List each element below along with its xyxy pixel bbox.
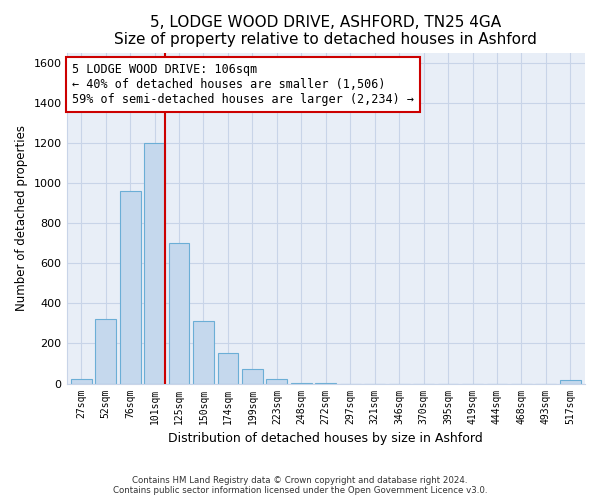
X-axis label: Distribution of detached houses by size in Ashford: Distribution of detached houses by size … [169,432,483,445]
Bar [95,320,116,384]
Bar [560,380,581,384]
Bar [120,191,140,384]
Title: 5, LODGE WOOD DRIVE, ASHFORD, TN25 4GA
Size of property relative to detached hou: 5, LODGE WOOD DRIVE, ASHFORD, TN25 4GA S… [115,15,537,48]
Bar [242,368,263,384]
Bar [291,382,312,384]
Y-axis label: Number of detached properties: Number of detached properties [15,125,28,311]
Text: 5 LODGE WOOD DRIVE: 106sqm
← 40% of detached houses are smaller (1,506)
59% of s: 5 LODGE WOOD DRIVE: 106sqm ← 40% of deta… [72,62,414,106]
Bar [144,143,165,384]
Text: Contains HM Land Registry data © Crown copyright and database right 2024.
Contai: Contains HM Land Registry data © Crown c… [113,476,487,495]
Bar [193,322,214,384]
Bar [316,382,336,384]
Bar [71,378,92,384]
Bar [266,378,287,384]
Bar [218,354,238,384]
Bar [169,243,190,384]
